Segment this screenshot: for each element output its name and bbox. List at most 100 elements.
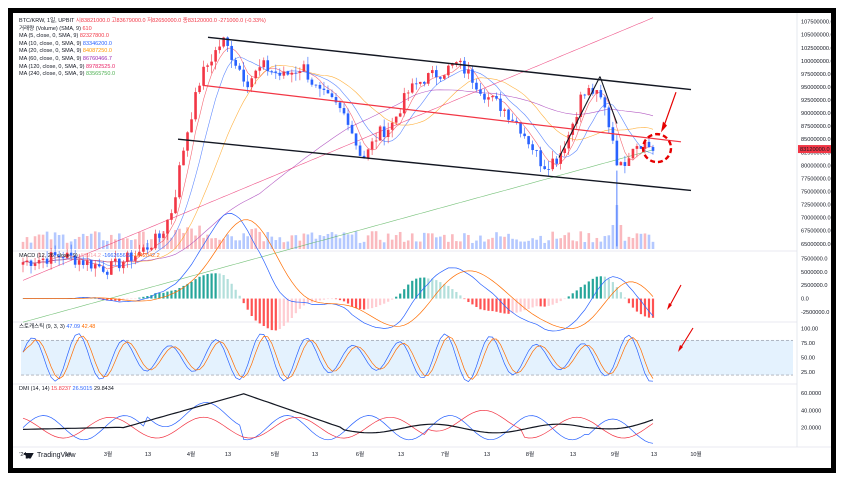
macd-histogram-bar [294, 298, 297, 314]
price-tick-label: 102500000.0 [801, 46, 831, 52]
candle-body [310, 79, 314, 85]
candle-body [222, 37, 225, 47]
macd-histogram-bar [146, 296, 149, 299]
volume-bar [138, 231, 141, 249]
candle-body [635, 146, 639, 149]
dmi-tick-label: 40.0000 [801, 408, 821, 414]
volume-bar [447, 241, 450, 249]
ma-legend-item[interactable]: MA (60, close, 0, SMA, 9) 86760466.7 [19, 56, 266, 64]
volume-bar [527, 240, 530, 249]
chart-canvas[interactable]: 7500000.0 5000000.0 2500000.0 0.0 -2500000.0… [13, 13, 834, 468]
ma-legend-item[interactable]: MA (5, close, 0, SMA, 9) 82327800.0 [19, 33, 266, 41]
macd-histogram-bar [411, 280, 414, 299]
macd-legend[interactable]: MACD (12, 26, close, 9) -59914.2 -166265… [19, 253, 160, 261]
candle-body [101, 266, 105, 272]
volume-bar [398, 231, 402, 249]
symbol-line: BTC/KRW, 1일, UPBIT [19, 18, 75, 24]
macd-histogram-bar [375, 298, 378, 308]
candle-body [214, 50, 217, 62]
candle-body [49, 252, 53, 264]
macd-histogram-bar [527, 298, 530, 309]
volume-bar [471, 242, 474, 249]
candle-body [358, 145, 362, 156]
ma-legend-value: 84087250.0 [82, 48, 112, 55]
volume-bar [591, 242, 595, 249]
macd-histogram-bar [114, 298, 117, 301]
candle-body [105, 271, 109, 275]
ma-legend-item[interactable]: MA (120, close, 0, SMA, 9) 89782525.0 [19, 64, 266, 72]
ma-legend-item[interactable]: MA (240, close, 0, SMA, 9) 83565750.0 [19, 71, 266, 79]
macd-histogram-bar [314, 298, 318, 302]
macd-histogram-bar [395, 296, 398, 299]
macd-histogram-bar [415, 278, 418, 299]
volume-bar [619, 225, 623, 249]
candle-body [85, 260, 89, 265]
candle-body [579, 94, 583, 118]
volume-bar [178, 228, 181, 249]
candle-body [330, 93, 334, 98]
macd-histogram-bar [631, 298, 635, 308]
volume-bar [547, 240, 550, 249]
ma-legend-item[interactable]: MA (10, close, 0, SMA, 9) 83346200.0 [19, 41, 266, 49]
candle-body [374, 140, 378, 142]
volume-bar [25, 237, 29, 249]
time-tick-label: 7월 [441, 450, 449, 458]
volume-bar [254, 228, 258, 249]
volume-bar [519, 241, 522, 249]
candle-body [607, 107, 611, 128]
macd-tick-label: 0.0 [801, 297, 809, 303]
candle-body [118, 258, 121, 269]
volume-bar [354, 231, 358, 249]
volume-bar [382, 242, 386, 249]
stoch-legend[interactable]: 스토캐스틱 (9, 3, 3) 47.09 42.48 [19, 324, 95, 332]
volume-bar [378, 239, 382, 249]
volume-bar [607, 235, 611, 249]
candle-body [495, 96, 498, 99]
macd-histogram-bar [90, 298, 93, 299]
candle-body [527, 136, 530, 145]
macd-histogram-bar [599, 276, 602, 299]
macd-histogram-bar [194, 279, 197, 299]
macd-histogram-bar [383, 298, 386, 304]
tradingview-logo[interactable]: TradingView [23, 452, 76, 459]
macd-histogram-bar [302, 298, 305, 306]
volume-bar [402, 241, 406, 249]
macd-histogram-bar [222, 275, 225, 299]
indicator-value: 42.48 [80, 324, 96, 330]
time-tick-label: '24 [19, 452, 26, 458]
volume-bar [202, 237, 205, 249]
volume-bar [302, 233, 306, 249]
dmi-legend[interactable]: DMI (14, 14) 15.8237 26.5015 29.8434 [19, 386, 114, 394]
macd-histogram-bar [258, 298, 261, 324]
macd-histogram-bar [559, 298, 562, 302]
price-tick-label: 105000000.0 [801, 33, 831, 39]
candle-body [37, 260, 41, 264]
macd-histogram-bar [110, 298, 113, 301]
candle-body [150, 247, 153, 250]
volume-bar [535, 239, 538, 249]
candle-body [451, 63, 454, 66]
candles [21, 36, 655, 280]
candle-body [443, 75, 446, 79]
ma-legend-item[interactable]: MA (20, close, 0, SMA, 9) 84087250.0 [19, 48, 266, 56]
macd-label: MACD (12, 26, close, 9) [19, 253, 78, 259]
volume-bar [346, 234, 350, 249]
volume-bar [635, 233, 639, 249]
macd-histogram-bar [523, 298, 526, 311]
macd-histogram-bar [439, 282, 442, 299]
candle-body [146, 247, 149, 250]
candle-body [583, 94, 587, 96]
macd-tick-label: 2500000.0 [801, 283, 827, 289]
candle-body [647, 141, 651, 148]
candle-body [378, 126, 382, 141]
candle-body [523, 133, 526, 137]
macd-histogram-bar [218, 273, 221, 299]
grid-lines [13, 13, 831, 448]
volume-bar [499, 236, 502, 249]
symbol-legend[interactable]: BTC/KRW, 1일, UPBIT 시83821000.0 고83679000… [19, 18, 266, 79]
time-tick-label: 8월 [526, 450, 534, 458]
candle-body [410, 83, 414, 93]
channel-upper-line [207, 36, 692, 91]
volume-bar [406, 240, 410, 249]
ma-legend-value: 83565750.0 [85, 71, 116, 78]
